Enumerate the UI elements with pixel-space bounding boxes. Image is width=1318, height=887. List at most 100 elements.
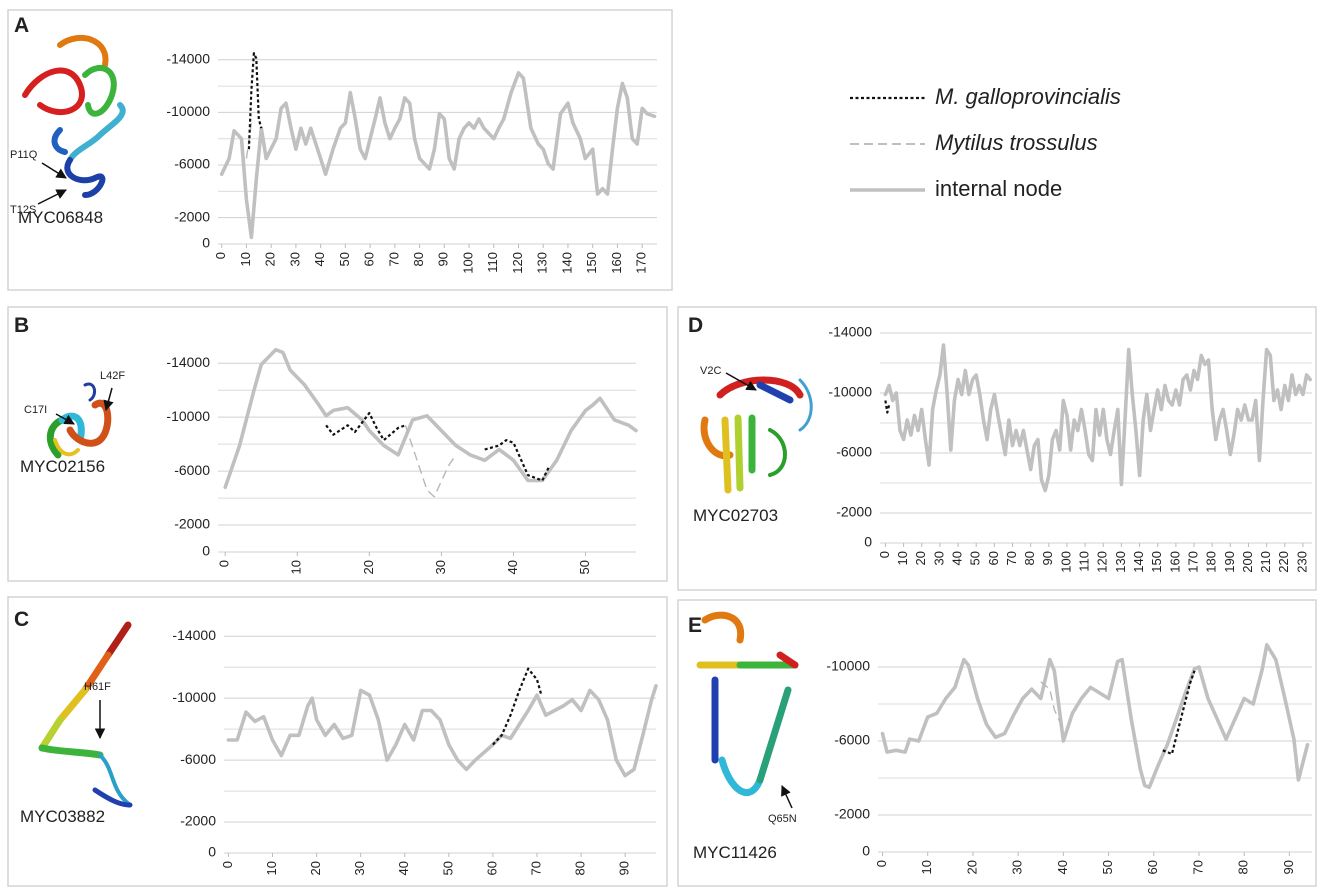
mutation-label: V2C: [700, 365, 721, 377]
series-line: [1162, 670, 1196, 756]
mutation-label: P11Q: [10, 149, 38, 161]
y-tick-label: -14000: [172, 627, 216, 643]
series-line: [404, 425, 457, 498]
y-tick-label: -10000: [828, 384, 872, 400]
legend-label: Mytilus trossulus: [935, 130, 1098, 155]
x-tick-label: 20: [263, 252, 278, 266]
x-tick-label: 50: [577, 560, 592, 574]
x-tick-label: 40: [312, 252, 327, 266]
arrow: [41, 162, 67, 179]
x-tick-label: 30: [287, 252, 302, 266]
x-tick-label: 170: [1185, 551, 1200, 573]
x-tick-label: 40: [1055, 860, 1070, 874]
protein-structure: [700, 376, 813, 494]
x-tick-label: 220: [1276, 551, 1291, 573]
y-tick-label: -6000: [180, 751, 216, 767]
panel-label: D: [688, 314, 703, 337]
x-tick-label: 90: [436, 252, 451, 266]
x-tick-label: 20: [308, 861, 323, 875]
x-tick-label: 80: [572, 861, 587, 875]
panel-label: E: [688, 614, 702, 637]
panel-frame: [7, 306, 668, 582]
x-tick-label: 50: [1100, 860, 1115, 874]
x-tick-label: 140: [559, 252, 574, 274]
x-tick-label: 10: [264, 861, 279, 875]
x-tick-label: 10: [895, 551, 910, 565]
arrow: [37, 189, 67, 205]
y-tick-label: 0: [208, 844, 216, 860]
x-tick-label: 60: [986, 551, 1001, 565]
x-tick-label: 0: [874, 860, 889, 867]
x-tick-label: 60: [362, 252, 377, 266]
x-tick-label: 190: [1222, 551, 1237, 573]
x-tick-label: 120: [1095, 551, 1110, 573]
protein-structure: [38, 621, 133, 808]
x-tick-label: 160: [609, 252, 624, 274]
x-tick-label: 40: [505, 560, 520, 574]
x-tick-label: 30: [1010, 860, 1025, 874]
mutation-label: C17I: [24, 404, 47, 416]
x-tick-label: 50: [337, 252, 352, 266]
x-tick-label: 210: [1258, 551, 1273, 573]
panel-label: B: [14, 314, 29, 337]
x-tick-label: 170: [634, 252, 649, 274]
annotations: A MYC06848 P11Q T12S B MYC02156 C17I L42…: [10, 14, 797, 862]
x-tick-label: 130: [535, 252, 550, 274]
x-tick-label: 40: [396, 861, 411, 875]
x-tick-label: 90: [1281, 860, 1296, 874]
mutation-label: L42F: [100, 370, 125, 382]
x-tick-label: 0: [213, 252, 228, 259]
x-tick-label: 70: [386, 252, 401, 266]
legend-label: internal node: [935, 176, 1062, 201]
y-tick-label: -6000: [174, 156, 210, 172]
x-tick-label: 20: [913, 551, 928, 565]
series-line: [219, 71, 657, 240]
y-tick-label: -2000: [180, 813, 216, 829]
x-tick-label: 150: [1149, 551, 1164, 573]
x-tick-label: 90: [1040, 551, 1055, 565]
y-tick-label: 0: [864, 534, 872, 550]
x-tick-label: 80: [411, 252, 426, 266]
x-tick-label: 140: [1131, 551, 1146, 573]
x-tick-label: 230: [1294, 551, 1309, 573]
panel-frame: [7, 9, 673, 291]
x-tick-label: 10: [919, 860, 934, 874]
x-tick-label: 100: [1058, 551, 1073, 573]
x-tick-label: 0: [220, 861, 235, 868]
x-tick-label: 10: [238, 252, 253, 266]
protein-structure: [46, 382, 112, 459]
y-tick-label: -6000: [836, 444, 872, 460]
protein-name: MYC03882: [20, 807, 105, 826]
series-line: [1040, 681, 1065, 731]
arrow: [781, 785, 793, 809]
panel-frame: [677, 599, 1317, 887]
x-tick-label: 20: [361, 560, 376, 574]
x-tick-label: 150: [584, 252, 599, 274]
x-tick-label: 180: [1204, 551, 1219, 573]
x-tick-label: 10: [289, 560, 304, 574]
series-line: [226, 684, 658, 778]
x-tick-label: 60: [1145, 860, 1160, 874]
x-tick-label: 70: [528, 861, 543, 875]
y-tick-label: 0: [202, 235, 210, 251]
protein-structure: [696, 611, 799, 796]
series-line: [883, 343, 1312, 493]
y-tick-label: -14000: [166, 50, 210, 66]
arrow: [103, 387, 114, 412]
y-tick-label: -10000: [166, 408, 210, 424]
y-tick-label: 0: [202, 543, 210, 559]
x-tick-label: 0: [877, 551, 892, 558]
series-line: [247, 52, 263, 150]
y-tick-label: -6000: [174, 462, 210, 478]
panel-label: C: [14, 608, 29, 631]
protein-name: MYC06848: [18, 208, 103, 227]
panel-frame: [677, 306, 1317, 591]
x-tick-label: 20: [964, 860, 979, 874]
x-tick-label: 80: [1236, 860, 1251, 874]
mutation-label: H61F: [84, 681, 111, 693]
panel-label: A: [14, 14, 29, 37]
x-tick-label: 90: [617, 861, 632, 875]
mutation-label: T12S: [10, 204, 36, 216]
x-tick-label: 130: [1113, 551, 1128, 573]
